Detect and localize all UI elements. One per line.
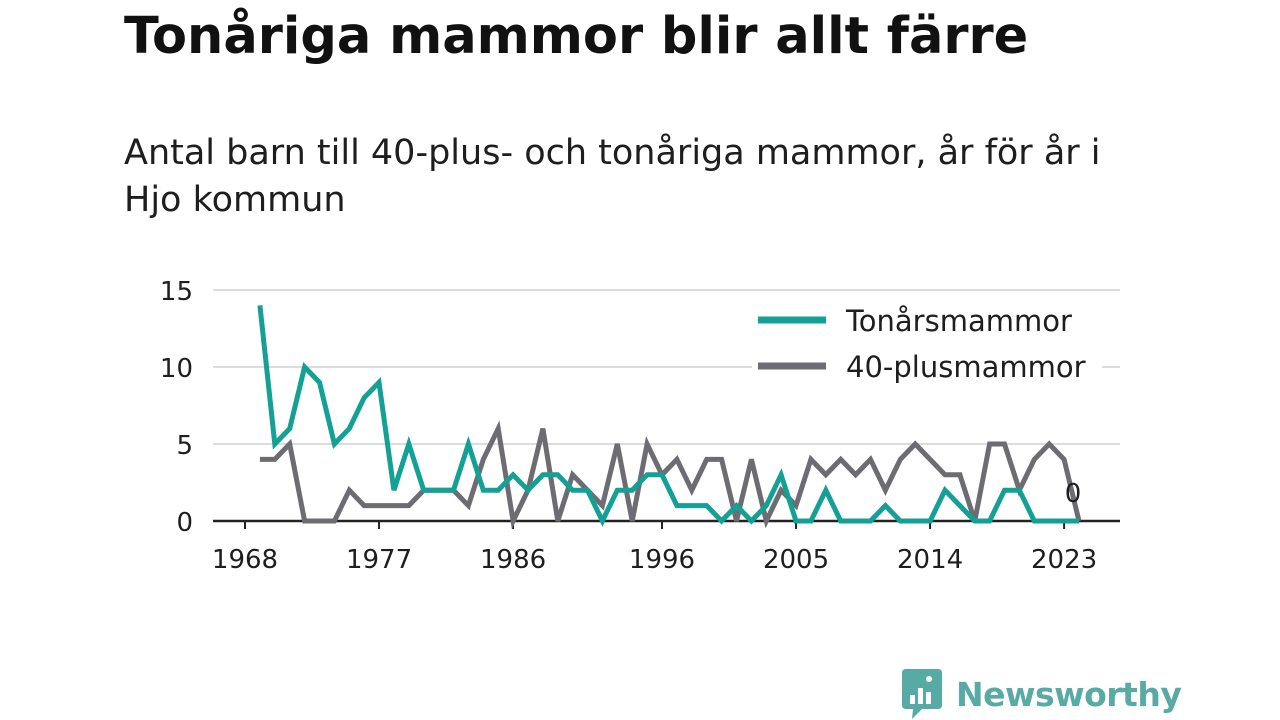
legend: Tonårsmammor 40-plusmammor (752, 296, 1102, 388)
page-subtitle: Antal barn till 40-plus- och tonåriga ma… (124, 133, 1101, 220)
series-line-40-plusmammor (259, 420, 1082, 530)
y-tick-label: 5 (176, 431, 193, 461)
x-tick-label: 1996 (629, 545, 695, 575)
newsworthy-logo: Newsworthy (902, 669, 1182, 719)
x-tick-label: 2005 (763, 545, 829, 575)
x-tick-label: 2023 (1031, 545, 1097, 575)
brand-name: Newsworthy (956, 674, 1182, 714)
y-tick-label: 0 (176, 508, 193, 538)
x-tick-label: 1968 (212, 545, 278, 575)
y-axis-tick-labels: 0 5 10 15 (160, 277, 193, 538)
legend-label-tonarsmammor: Tonårsmammor (845, 304, 1072, 338)
end-value-label: 0 (1065, 479, 1082, 509)
series-lines (257, 305, 1082, 530)
series-line-tonarsmammor (257, 305, 1079, 527)
y-tick-label: 15 (160, 277, 193, 307)
legend-background (752, 296, 1102, 388)
x-tick-label: 1977 (346, 545, 412, 575)
line-chart: 0 5 10 15 1968 1977 1986 1996 2005 2014 2023 0 To… (160, 277, 1120, 575)
bar-chart-speech-bubble-icon (902, 669, 942, 719)
x-axis-ticks: 1968 1977 1986 1996 2005 2014 2023 (212, 521, 1097, 575)
page-title: Tonåriga mammor blir allt färre (124, 7, 1029, 66)
x-tick-label: 1986 (480, 545, 546, 575)
y-tick-label: 10 (160, 354, 193, 384)
x-tick-label: 2014 (897, 545, 963, 575)
legend-label-40-plusmammor: 40-plusmammor (846, 350, 1086, 384)
